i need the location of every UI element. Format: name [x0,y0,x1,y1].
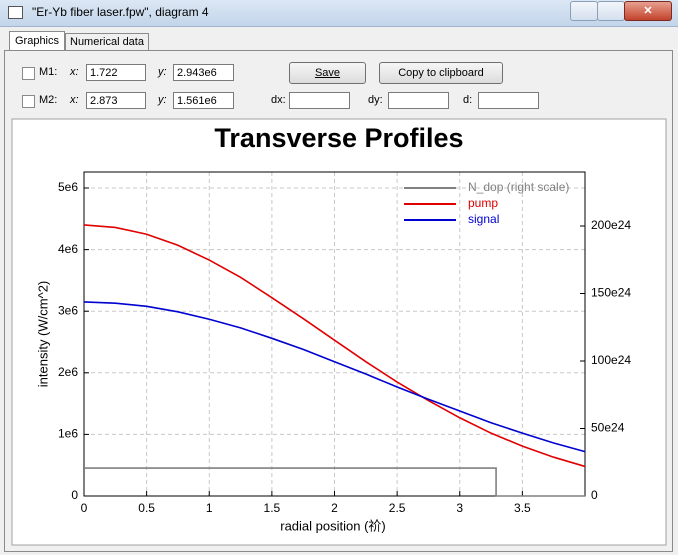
dx-label: dx: [271,94,286,106]
y2-tick-label: 100e24 [591,353,631,367]
legend-label: N_dop (right scale) [468,180,569,194]
y-axis-label: intensity (W/cm^2) [35,281,50,388]
y2-tick-label: 150e24 [591,286,631,300]
y-tick-label: 4e6 [58,242,78,256]
tab[interactable]: Numerical data [65,33,149,50]
y-tick-label: 5e6 [58,180,78,194]
chart-panel [11,118,667,546]
checkbox[interactable] [22,95,35,108]
marker-label: M1: [39,66,58,78]
dy-label: dy: [368,94,383,106]
copy-button[interactable]: Copy to clipboard [379,62,503,84]
save-button[interactable]: Save [289,62,366,84]
y-tick-label: 3e6 [58,303,78,317]
text-field[interactable]: 1.722 [86,64,146,81]
legend-label: signal [468,212,499,226]
marker-label: M2: [39,94,58,106]
x-tick-label: 3.5 [514,501,531,515]
series-line [83,301,586,453]
y-tick-label: 2e6 [58,365,78,379]
series-line [84,467,585,497]
checkbox[interactable] [22,67,35,80]
tab[interactable]: Graphics [9,31,65,50]
tab-panel [4,50,673,552]
x-label: x: [70,66,79,78]
window-title: "Er-Yb fiber laser.fpw", diagram 4 [32,5,209,19]
y2-tick-label: 200e24 [591,218,631,232]
series-line [83,224,586,468]
y-label: y: [158,66,167,78]
x-axis-label: radial position (祄) [280,518,386,533]
close-button[interactable]: ✕ [624,1,672,21]
y2-tick-label: 50e24 [591,421,625,435]
text-field[interactable] [478,92,539,109]
chart-title: Transverse Profiles [214,123,463,153]
button-label: Save [314,67,341,79]
x-tick-label: 2.5 [389,501,406,515]
text-field[interactable] [289,92,350,109]
x-tick-label: 0 [81,501,88,515]
y-tick-label: 1e6 [58,427,78,441]
x-tick-label: 2 [331,501,338,515]
text-field[interactable] [388,92,449,109]
d-label: d: [463,94,473,106]
y-label: y: [158,94,167,106]
x-tick-label: 0.5 [138,501,155,515]
x-tick-label: 1 [206,501,213,515]
x-tick-label: 1.5 [264,501,281,515]
text-field[interactable]: 2.943e6 [173,64,234,81]
x-label: x: [70,94,79,106]
y-tick-label: 0 [71,488,78,502]
x-tick-label: 3 [456,501,463,515]
window-icon [8,6,23,19]
y2-tick-label: 0 [591,488,598,502]
title-bar [0,0,678,27]
legend-label: pump [468,196,498,210]
text-field[interactable]: 2.873 [86,92,146,109]
text-field[interactable]: 1.561e6 [173,92,234,109]
plot-frame [83,171,586,497]
